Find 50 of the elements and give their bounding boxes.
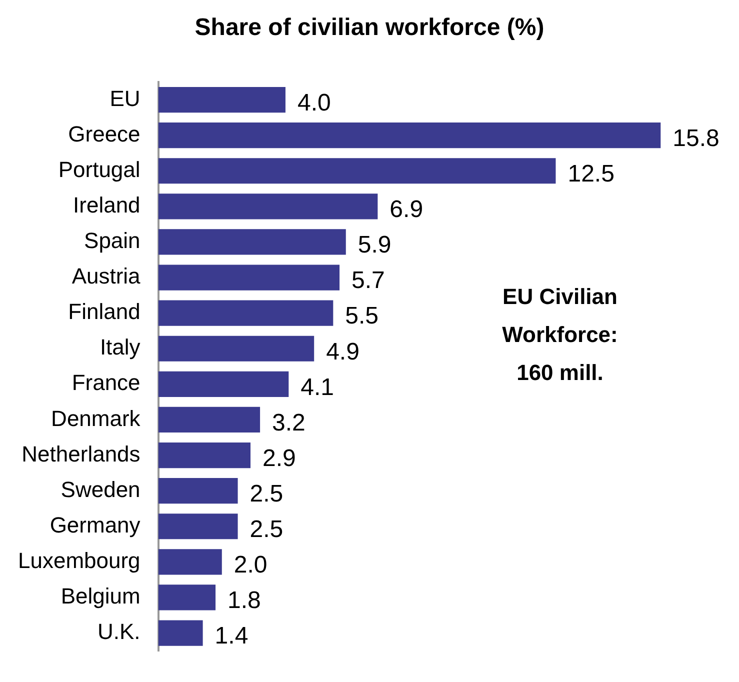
data-label: 3.2 <box>272 409 306 436</box>
y-tick-label: Italy <box>100 334 140 360</box>
y-tick-label: Austria <box>72 264 142 289</box>
bar <box>158 371 289 397</box>
y-tick-label: Ireland <box>73 192 140 218</box>
data-label: 1.8 <box>228 587 261 614</box>
y-tick-label: Finland <box>68 299 140 324</box>
data-label: 5.5 <box>345 302 379 330</box>
y-tick-label: Portugal <box>58 156 140 182</box>
bar <box>158 620 203 646</box>
data-label: 4.1 <box>300 374 334 401</box>
bar <box>158 584 216 610</box>
y-tick-label: Luxembourg <box>18 548 140 573</box>
data-label: 12.5 <box>568 160 614 188</box>
y-tick-label: Greece <box>68 121 140 146</box>
bar <box>158 406 260 433</box>
annotation: EU Civilian Workforce: 160 mill. <box>502 284 618 386</box>
data-label: 6.9 <box>390 196 424 224</box>
data-label: 2.9 <box>262 444 296 472</box>
data-label: 2.5 <box>250 516 284 543</box>
y-tick-label: Netherlands <box>22 441 140 466</box>
bar <box>158 478 238 504</box>
chart-title: Share of civilian workforce (%) <box>194 14 546 42</box>
y-tick-label: France <box>72 370 140 396</box>
bar <box>158 514 238 540</box>
bar <box>158 549 222 575</box>
y-tick-label: Sweden <box>60 476 140 502</box>
bar <box>158 336 314 362</box>
y-tick-label: Germany <box>50 512 140 538</box>
bar <box>158 194 378 220</box>
y-tick-label: EU <box>110 86 140 111</box>
bar <box>158 158 556 184</box>
data-label: 4.0 <box>297 89 331 116</box>
data-label: 2.0 <box>234 552 268 579</box>
bar <box>158 86 286 113</box>
data-label: 5.7 <box>352 267 385 294</box>
bar <box>158 300 334 326</box>
y-tick-label: U.K. <box>98 619 140 644</box>
data-label: 4.9 <box>326 338 360 366</box>
data-label: 2.5 <box>250 480 284 508</box>
bar <box>158 122 661 148</box>
y-tick-label: Spain <box>84 228 140 254</box>
y-tick-label: Denmark <box>51 406 142 431</box>
bar <box>158 264 340 290</box>
data-label: 1.4 <box>214 622 248 650</box>
bar <box>158 442 250 468</box>
data-label: 5.9 <box>358 232 392 259</box>
bar <box>158 229 346 255</box>
data-label: 15.8 <box>672 124 720 152</box>
y-tick-label: Belgium <box>60 584 140 609</box>
